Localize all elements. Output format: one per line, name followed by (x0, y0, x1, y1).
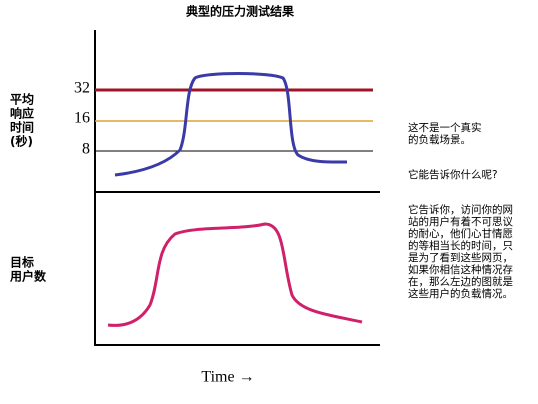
y-label: 目标 (10, 255, 34, 270)
note: 这些用户的负载情况。 (408, 287, 513, 300)
tick-label: 8 (82, 141, 90, 158)
users-curve (107, 222, 363, 327)
title: 典型的压力测试结果 (186, 4, 294, 19)
note: 的等相当长的时间，只 (408, 239, 513, 252)
note: 的负载场景。 (408, 133, 471, 146)
y-label: 用户数 (9, 269, 47, 284)
x-label: Time → (201, 369, 254, 386)
note: 如果你相信这种情况存 (408, 263, 513, 276)
y-label: 平均 (10, 92, 34, 107)
response-curve (114, 72, 348, 177)
note: 在，那么左边的图就是 (408, 275, 513, 288)
note: 它告诉你，访问你的网 (408, 203, 513, 216)
note: 的耐心，他们心甘情愿 (408, 227, 513, 240)
note: 站的用户有着不可思议 (408, 215, 513, 228)
y-label: 响应 (10, 106, 34, 121)
tick-label: 16 (74, 110, 90, 127)
y-label: 时间 (10, 120, 34, 135)
tick-label: 32 (74, 80, 90, 97)
note: 是为了看到这些网页， (408, 251, 513, 264)
note: 这不是一个真实 (408, 121, 482, 134)
note: 它能告诉你什么呢? (408, 168, 498, 181)
y-label: (秒) (10, 134, 33, 149)
